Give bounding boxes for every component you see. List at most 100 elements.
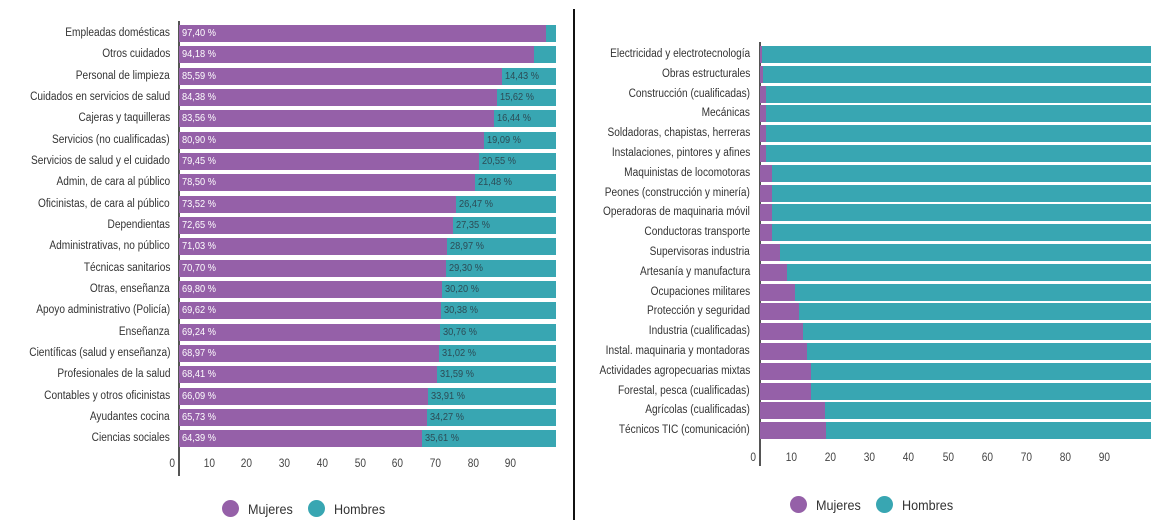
bar-mujeres[interactable] bbox=[179, 430, 422, 448]
bar-hombres[interactable] bbox=[795, 283, 1151, 301]
data-label-hombres: 30,38 % bbox=[444, 304, 479, 317]
legend-item-hombres[interactable]: Hombres bbox=[875, 496, 959, 513]
bar-hombres[interactable] bbox=[810, 362, 1151, 380]
bar-hombres[interactable] bbox=[421, 430, 556, 448]
data-label-hombres: 16,44 % bbox=[497, 112, 531, 125]
bar-hombres[interactable] bbox=[787, 263, 1151, 281]
bar-mujeres[interactable] bbox=[760, 323, 803, 341]
bar-hombres[interactable] bbox=[761, 46, 1151, 63]
bar-mujeres[interactable] bbox=[760, 283, 796, 301]
bar-hombres[interactable] bbox=[478, 152, 556, 170]
bar-mujeres[interactable] bbox=[179, 216, 453, 234]
data-label-mujeres: 64,39 % bbox=[182, 432, 216, 445]
category-label: Maquinistas de locomotoras bbox=[623, 166, 750, 179]
data-label-mujeres: 80,90 % bbox=[182, 133, 216, 146]
bar-hombres[interactable] bbox=[765, 85, 1151, 103]
bar-mujeres[interactable] bbox=[760, 85, 766, 103]
bar-hombres[interactable] bbox=[494, 110, 556, 128]
bar-hombres[interactable] bbox=[428, 387, 556, 405]
bar-hombres[interactable] bbox=[439, 344, 556, 362]
bar-mujeres[interactable] bbox=[179, 195, 457, 213]
bar-mujeres[interactable] bbox=[179, 238, 447, 256]
bar-hombres[interactable] bbox=[810, 382, 1151, 400]
bar-mujeres[interactable] bbox=[760, 125, 766, 143]
bar-mujeres[interactable] bbox=[760, 402, 825, 420]
bar-hombres[interactable] bbox=[779, 244, 1151, 261]
data-label-hombres: 14,43 % bbox=[504, 69, 539, 82]
bar-mujeres[interactable] bbox=[760, 105, 766, 123]
bar-mujeres[interactable] bbox=[179, 366, 437, 384]
bar-mujeres[interactable] bbox=[760, 164, 772, 182]
bar-mujeres[interactable] bbox=[760, 382, 811, 400]
bar-hombres[interactable] bbox=[474, 174, 556, 192]
bar-mujeres[interactable] bbox=[179, 152, 479, 170]
bar-mujeres[interactable] bbox=[179, 25, 547, 42]
bar-mujeres[interactable] bbox=[760, 224, 772, 242]
bar-mujeres[interactable] bbox=[760, 422, 827, 440]
bar-hombres[interactable] bbox=[483, 131, 556, 149]
bar-mujeres[interactable] bbox=[760, 362, 811, 380]
legend-item-hombres[interactable]: Hombres bbox=[307, 500, 391, 517]
bar-mujeres[interactable] bbox=[760, 204, 772, 222]
bar-mujeres[interactable] bbox=[179, 344, 440, 362]
bar-mujeres[interactable] bbox=[760, 244, 780, 261]
bar-mujeres[interactable] bbox=[179, 67, 502, 85]
bar-mujeres[interactable] bbox=[179, 131, 484, 149]
bar-mujeres[interactable] bbox=[179, 259, 446, 277]
legend-label: Hombres bbox=[901, 496, 953, 513]
x-tick-label: 80 bbox=[1059, 452, 1071, 464]
chart-right-male-dominated: Electricidad y electrotecnología Obras es… bbox=[575, 0, 1173, 523]
bar-hombres[interactable] bbox=[436, 366, 556, 384]
x-tick-label: 0 bbox=[169, 458, 176, 470]
bar-hombres[interactable] bbox=[546, 25, 556, 42]
bar-mujeres[interactable] bbox=[179, 302, 442, 320]
data-label-mujeres: 84,38 % bbox=[182, 90, 216, 103]
category-label: Conductoras transporte bbox=[644, 226, 750, 239]
bar-mujeres[interactable] bbox=[760, 184, 772, 202]
bar-mujeres[interactable] bbox=[179, 174, 475, 192]
bar-hombres[interactable] bbox=[824, 402, 1151, 420]
bar-hombres[interactable] bbox=[803, 323, 1151, 341]
bar-hombres[interactable] bbox=[456, 195, 556, 213]
bar-hombres[interactable] bbox=[765, 125, 1151, 143]
category-label: Servicios de salud y el cuidado bbox=[31, 154, 170, 167]
bar-hombres[interactable] bbox=[762, 65, 1151, 83]
bar-hombres[interactable] bbox=[446, 238, 556, 256]
bar-hombres[interactable] bbox=[497, 88, 556, 106]
bar-hombres[interactable] bbox=[771, 204, 1151, 222]
bar-hombres[interactable] bbox=[799, 303, 1151, 321]
bar-hombres[interactable] bbox=[445, 259, 556, 277]
bar-hombres[interactable] bbox=[426, 408, 556, 426]
bar-hombres[interactable] bbox=[441, 302, 556, 320]
bar-mujeres[interactable] bbox=[179, 387, 429, 405]
bar-hombres[interactable] bbox=[826, 422, 1151, 440]
data-label-mujeres: 78,50 % bbox=[182, 176, 216, 189]
bar-mujeres[interactable] bbox=[760, 263, 788, 281]
bar-hombres[interactable] bbox=[765, 145, 1151, 162]
bar-hombres[interactable] bbox=[771, 164, 1151, 182]
bar-hombres[interactable] bbox=[771, 224, 1151, 242]
bar-hombres[interactable] bbox=[452, 216, 556, 234]
legend-item-mujeres[interactable]: Mujeres bbox=[790, 496, 866, 513]
category-label: Industria (cualificadas) bbox=[648, 325, 750, 338]
x-tick-label: 90 bbox=[1098, 452, 1110, 464]
bar-hombres[interactable] bbox=[534, 46, 556, 64]
bar-hombres[interactable] bbox=[442, 280, 556, 298]
bar-hombres[interactable] bbox=[765, 105, 1151, 123]
bar-mujeres[interactable] bbox=[760, 145, 766, 162]
bar-mujeres[interactable] bbox=[760, 303, 800, 321]
bar-mujeres[interactable] bbox=[179, 408, 427, 426]
bar-mujeres[interactable] bbox=[760, 65, 763, 83]
bar-mujeres[interactable] bbox=[179, 280, 443, 298]
bar-mujeres[interactable] bbox=[760, 343, 807, 360]
bar-hombres[interactable] bbox=[806, 343, 1151, 360]
bar-hombres[interactable] bbox=[440, 323, 556, 341]
bar-mujeres[interactable] bbox=[179, 88, 498, 106]
bar-mujeres[interactable] bbox=[760, 46, 762, 63]
bar-hombres[interactable] bbox=[501, 67, 557, 85]
bar-mujeres[interactable] bbox=[179, 323, 441, 341]
bar-mujeres[interactable] bbox=[179, 46, 535, 64]
bar-hombres[interactable] bbox=[771, 184, 1151, 202]
bar-mujeres[interactable] bbox=[179, 110, 495, 128]
legend-item-mujeres[interactable]: Mujeres bbox=[222, 500, 298, 517]
